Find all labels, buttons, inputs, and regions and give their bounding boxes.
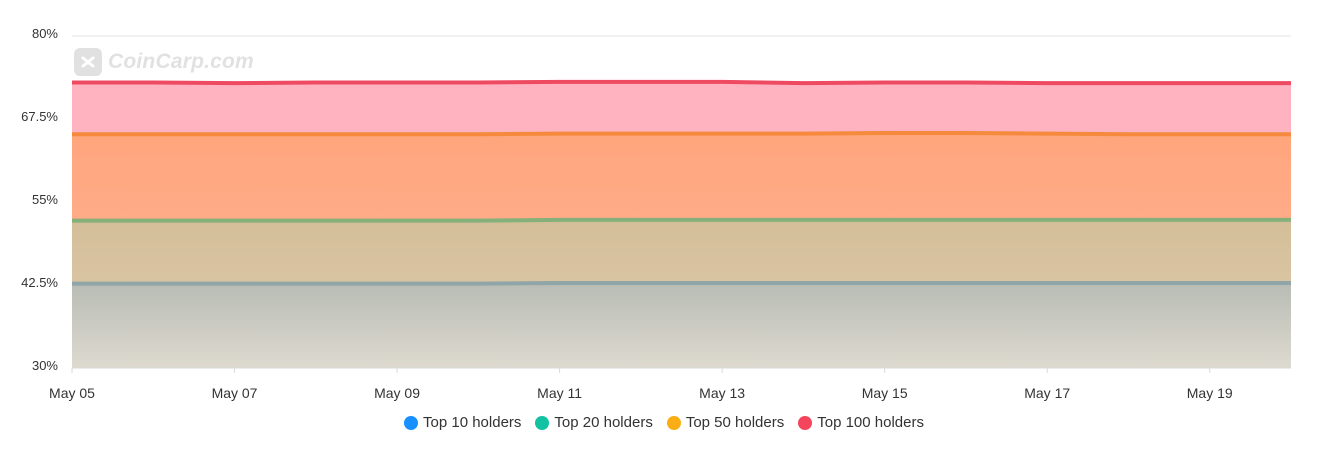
legend-label: Top 100 holders [817, 414, 924, 431]
line-top-50-holders [72, 130, 1291, 137]
y-tick-label: 80% [32, 26, 58, 41]
series-lines [72, 79, 1291, 286]
watermark: CoinCarp.com [74, 48, 254, 76]
line-top-10-holders [72, 281, 1291, 286]
axes: 30% 42.5% 55% 67.5% 80% May 05 May 07 May 09 May… [21, 26, 1291, 401]
x-tick-label: May 15 [862, 385, 908, 401]
chart-legend: Top 10 holders Top 20 holders Top 50 holde… [0, 414, 1328, 431]
area-top-10-holders [72, 283, 1291, 368]
coincarp-logo-icon [74, 48, 102, 76]
x-tick-label: May 13 [699, 385, 745, 401]
legend-swatch [798, 415, 813, 430]
legend-swatch [404, 415, 419, 430]
area-series [72, 81, 1291, 368]
legend-item[interactable]: Top 50 holders [666, 414, 785, 431]
x-tick-label: May 17 [1024, 385, 1070, 401]
y-tick-label: 30% [32, 358, 58, 373]
legend-item[interactable]: Top 100 holders [798, 414, 924, 431]
x-tick-label: May 11 [537, 385, 582, 401]
y-tick-label: 55% [32, 192, 58, 207]
line-top-20-holders [72, 217, 1291, 223]
y-tick-label: 42.5% [21, 275, 58, 290]
legend-swatch [666, 415, 681, 430]
y-tick-label: 67.5% [21, 109, 58, 124]
x-tick-label: May 07 [212, 385, 258, 401]
legend-swatch [535, 415, 550, 430]
x-tick-label: May 09 [374, 385, 420, 401]
line-top-100-holders [72, 79, 1291, 86]
watermark-text: CoinCarp.com [108, 50, 254, 73]
legend-label: Top 10 holders [423, 414, 522, 431]
legend-item[interactable]: Top 10 holders [404, 414, 521, 431]
legend-label: Top 20 holders [554, 414, 653, 431]
legend-label: Top 50 holders [685, 414, 785, 431]
x-tick-label: May 19 [1187, 385, 1233, 401]
legend-item[interactable]: Top 20 holders [535, 414, 653, 431]
x-tick-label: May 05 [49, 385, 95, 401]
